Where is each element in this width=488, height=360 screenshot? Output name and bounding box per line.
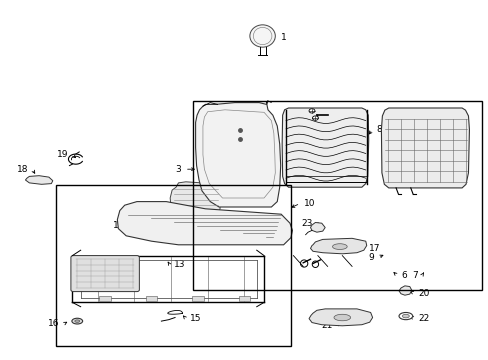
Text: 3: 3 xyxy=(175,165,181,174)
Ellipse shape xyxy=(333,314,350,321)
Text: 7: 7 xyxy=(411,271,417,280)
Ellipse shape xyxy=(402,314,408,318)
Text: 12: 12 xyxy=(150,220,161,230)
Circle shape xyxy=(308,109,314,113)
Ellipse shape xyxy=(75,320,80,323)
Polygon shape xyxy=(381,108,468,188)
Text: 13: 13 xyxy=(173,260,185,269)
Ellipse shape xyxy=(332,244,346,249)
Text: 17: 17 xyxy=(368,244,380,253)
Bar xyxy=(145,296,157,301)
Text: 11: 11 xyxy=(249,237,261,246)
Polygon shape xyxy=(117,202,292,245)
Text: 2: 2 xyxy=(342,111,347,120)
Text: 16: 16 xyxy=(48,320,60,328)
Polygon shape xyxy=(170,182,220,216)
Polygon shape xyxy=(308,309,372,326)
Ellipse shape xyxy=(398,312,412,320)
Text: 6: 6 xyxy=(400,271,406,280)
Circle shape xyxy=(312,116,318,120)
FancyBboxPatch shape xyxy=(71,256,139,292)
Ellipse shape xyxy=(72,318,82,324)
Polygon shape xyxy=(282,108,368,187)
Text: 1: 1 xyxy=(281,33,286,42)
Bar xyxy=(56,185,290,346)
Text: 18: 18 xyxy=(17,165,28,174)
Text: 19: 19 xyxy=(57,150,68,159)
Polygon shape xyxy=(310,238,366,254)
Text: 4: 4 xyxy=(228,123,234,132)
Bar xyxy=(193,101,481,290)
Bar xyxy=(99,296,111,301)
Polygon shape xyxy=(195,101,280,207)
Polygon shape xyxy=(398,286,411,295)
Polygon shape xyxy=(25,176,53,184)
Ellipse shape xyxy=(249,25,275,47)
Text: 23: 23 xyxy=(301,219,312,228)
Text: 14: 14 xyxy=(113,220,124,230)
Bar xyxy=(192,296,203,301)
Bar xyxy=(238,296,250,301)
Text: 10: 10 xyxy=(304,199,315,208)
Text: 5: 5 xyxy=(211,197,217,206)
Text: 8: 8 xyxy=(376,125,382,134)
Text: 20: 20 xyxy=(417,289,428,298)
Text: 9: 9 xyxy=(367,253,373,262)
Text: 15: 15 xyxy=(189,314,201,323)
Text: 21: 21 xyxy=(321,321,332,330)
Polygon shape xyxy=(310,222,325,232)
Text: 22: 22 xyxy=(417,314,428,323)
